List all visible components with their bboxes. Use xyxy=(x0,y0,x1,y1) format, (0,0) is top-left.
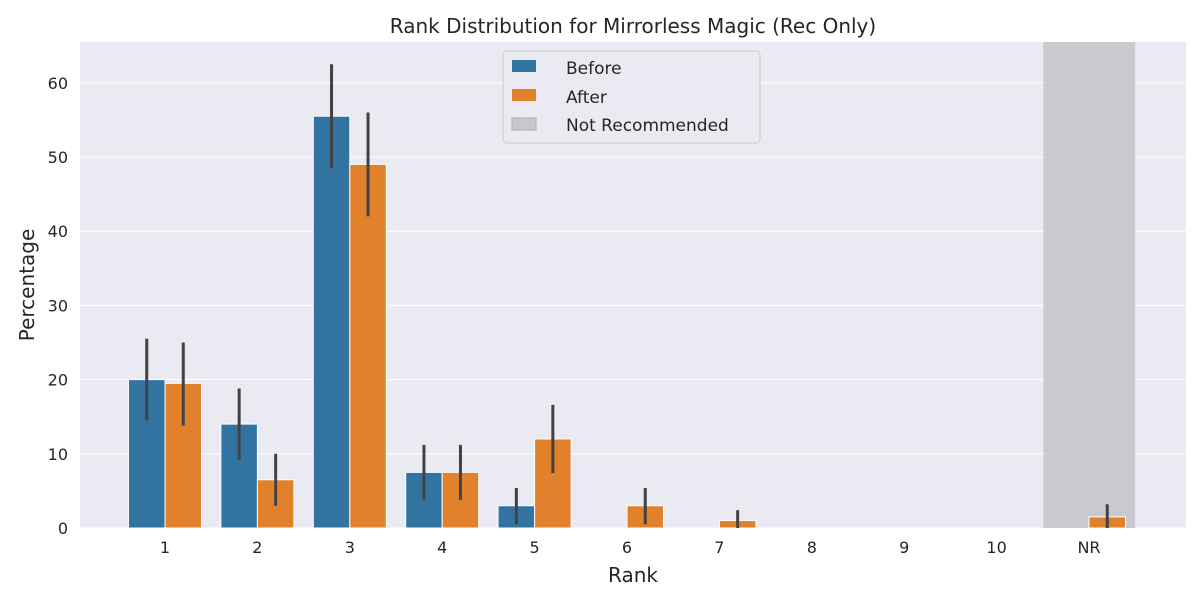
x-tick-label: 2 xyxy=(252,538,262,557)
legend-label-not-recommended: Not Recommended xyxy=(566,116,729,136)
legend-swatch-after xyxy=(512,89,536,101)
x-tick-label: 6 xyxy=(622,538,632,557)
x-tick-label: 3 xyxy=(345,538,355,557)
x-tick-label: 8 xyxy=(807,538,817,557)
x-tick-label: 1 xyxy=(160,538,170,557)
y-tick-label: 60 xyxy=(48,74,68,93)
x-tick-label: 7 xyxy=(714,538,724,557)
y-tick-label: 40 xyxy=(48,222,68,241)
x-tick-label: NR xyxy=(1077,538,1100,557)
chart-title: Rank Distribution for Mirrorless Magic (… xyxy=(390,14,876,38)
y-tick-label: 30 xyxy=(48,296,68,315)
x-axis-label: Rank xyxy=(608,563,658,587)
legend-box xyxy=(502,50,761,144)
x-tick-labels: 1 2 3 4 5 6 7 8 9 10 NR xyxy=(160,538,1101,557)
legend-label-before: Before xyxy=(566,59,622,79)
legend: Before After Not Recommended xyxy=(502,50,761,144)
y-tick-label: 20 xyxy=(48,371,68,390)
highlight-region xyxy=(1043,42,1136,528)
legend-swatch-not-recommended xyxy=(511,117,537,131)
error-bars xyxy=(145,64,1109,528)
y-tick-label: 0 xyxy=(58,519,68,538)
x-tick-label: 5 xyxy=(530,538,540,557)
y-axis-label: Percentage xyxy=(15,229,39,342)
legend-swatch-before xyxy=(512,60,536,72)
bar-before xyxy=(312,115,351,529)
y-tick-label: 10 xyxy=(48,445,68,464)
legend-label-after: After xyxy=(566,88,607,108)
x-tick-label: 10 xyxy=(986,538,1006,557)
not-recommended-region xyxy=(1043,42,1136,528)
x-tick-label: 9 xyxy=(899,538,909,557)
y-tick-labels: 0 10 20 30 40 50 60 xyxy=(48,74,68,538)
bar-after xyxy=(349,163,387,529)
x-tick-label: 4 xyxy=(437,538,447,557)
y-tick-label: 50 xyxy=(48,148,68,167)
